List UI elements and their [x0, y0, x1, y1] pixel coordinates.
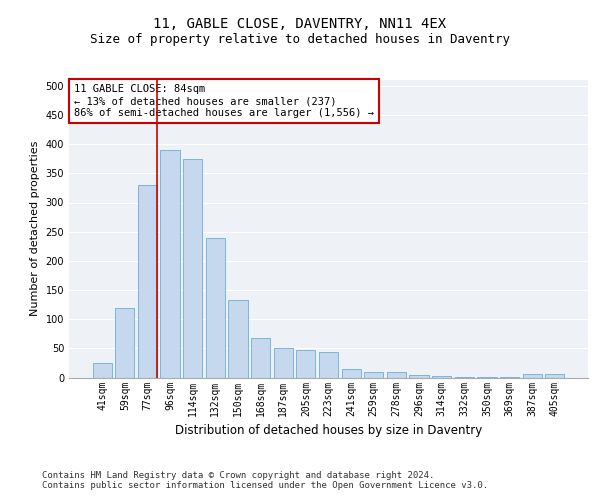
Bar	[477, 377, 497, 378]
Bar	[206, 238, 225, 378]
Bar	[523, 374, 542, 378]
Bar	[229, 300, 248, 378]
Bar	[160, 150, 180, 378]
X-axis label: Distribution of detached houses by size in Daventry: Distribution of detached houses by size …	[175, 424, 482, 437]
Bar	[364, 372, 383, 378]
Bar	[274, 348, 293, 378]
Text: Contains HM Land Registry data © Crown copyright and database right 2024.
Contai: Contains HM Land Registry data © Crown c…	[42, 470, 488, 490]
Text: 11, GABLE CLOSE, DAVENTRY, NN11 4EX: 11, GABLE CLOSE, DAVENTRY, NN11 4EX	[154, 18, 446, 32]
Bar	[432, 376, 451, 378]
Bar	[455, 377, 474, 378]
Text: Size of property relative to detached houses in Daventry: Size of property relative to detached ho…	[90, 32, 510, 46]
Bar	[500, 377, 519, 378]
Bar	[545, 374, 565, 378]
Bar	[387, 372, 406, 378]
Bar	[115, 308, 134, 378]
Text: 11 GABLE CLOSE: 84sqm
← 13% of detached houses are smaller (237)
86% of semi-det: 11 GABLE CLOSE: 84sqm ← 13% of detached …	[74, 84, 374, 117]
Bar	[296, 350, 316, 378]
Y-axis label: Number of detached properties: Number of detached properties	[30, 141, 40, 316]
Bar	[92, 363, 112, 378]
Bar	[409, 374, 428, 378]
Bar	[341, 369, 361, 378]
Bar	[183, 159, 202, 378]
Bar	[319, 352, 338, 378]
Bar	[251, 338, 270, 378]
Bar	[138, 185, 157, 378]
